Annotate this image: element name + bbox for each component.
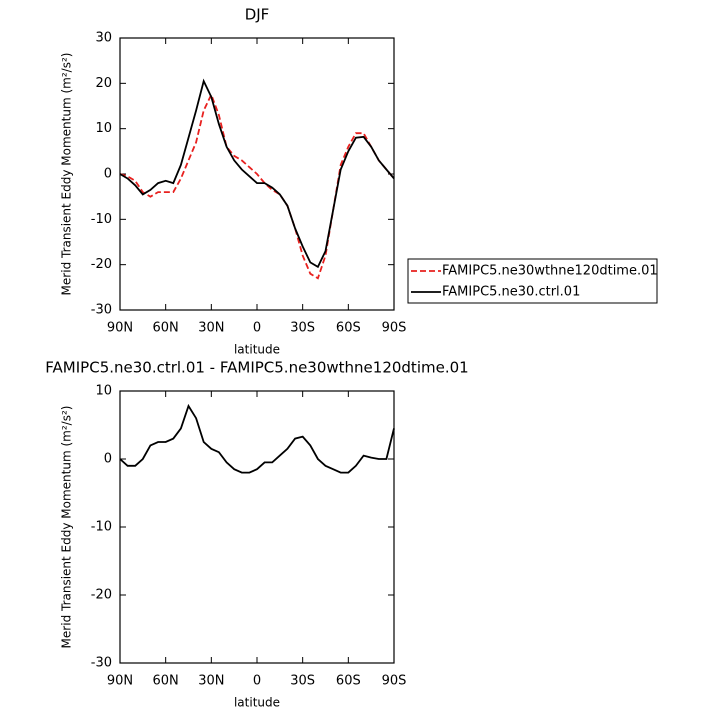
plot-frame — [119, 37, 395, 311]
data-line — [119, 78, 395, 269]
y-tick-label: 10 — [95, 384, 112, 399]
chart-title: FAMIPC5.ne30.ctrl.01 - FAMIPC5.ne30wthne… — [45, 359, 468, 377]
x-tick-label: 90N — [107, 321, 133, 336]
x-tick-label: 30S — [290, 321, 315, 336]
x-tick-label: 90S — [382, 321, 407, 336]
y-tick-label: 0 — [104, 167, 112, 182]
chart-title: DJF — [245, 6, 270, 24]
x-tick-label: 60S — [336, 674, 361, 689]
y-tick-label: 0 — [104, 452, 112, 467]
y-tick-label: -30 — [91, 303, 112, 318]
y-tick-label: -20 — [91, 257, 112, 272]
legend-label: FAMIPC5.ne30.ctrl.01 — [442, 285, 580, 300]
data-line — [119, 403, 395, 474]
legend-box — [407, 258, 658, 304]
y-tick-label: 10 — [95, 121, 112, 136]
panel: FAMIPC5.ne30.ctrl.01 - FAMIPC5.ne30wthne… — [45, 359, 468, 710]
y-tick-label: 30 — [95, 31, 112, 46]
x-tick-label: 0 — [253, 674, 261, 689]
panel: DJF latitude Merid Transient Eddy Momentum… — [60, 6, 658, 357]
x-axis-label: latitude — [234, 696, 280, 710]
y-tick-label: 20 — [95, 76, 112, 91]
legend-label: FAMIPC5.ne30wthne120dtime.01 — [442, 264, 658, 279]
y-tick-label: -10 — [91, 212, 112, 227]
x-tick-label: 30N — [198, 674, 224, 689]
x-tick-label: 90S — [382, 674, 407, 689]
x-tick-label: 30S — [290, 674, 315, 689]
y-tick-label: -10 — [91, 520, 112, 535]
y-tick-label: -20 — [91, 588, 112, 603]
x-tick-label: 0 — [253, 321, 261, 336]
x-tick-label: 30N — [198, 321, 224, 336]
y-axis-label: Merid Transient Eddy Momentum (m²/s²) — [60, 53, 74, 296]
y-axis-label: Merid Transient Eddy Momentum (m²/s²) — [60, 406, 74, 649]
data-line — [119, 92, 395, 280]
x-axis-label: latitude — [234, 343, 280, 357]
x-tick-label: 60N — [153, 674, 179, 689]
legend: FAMIPC5.ne30wthne120dtime.01 FAMIPC5.ne30… — [407, 258, 658, 304]
y-tick-label: -30 — [91, 656, 112, 671]
x-tick-label: 60N — [153, 321, 179, 336]
plot-frame — [119, 390, 395, 664]
x-tick-label: 90N — [107, 674, 133, 689]
x-tick-label: 60S — [336, 321, 361, 336]
